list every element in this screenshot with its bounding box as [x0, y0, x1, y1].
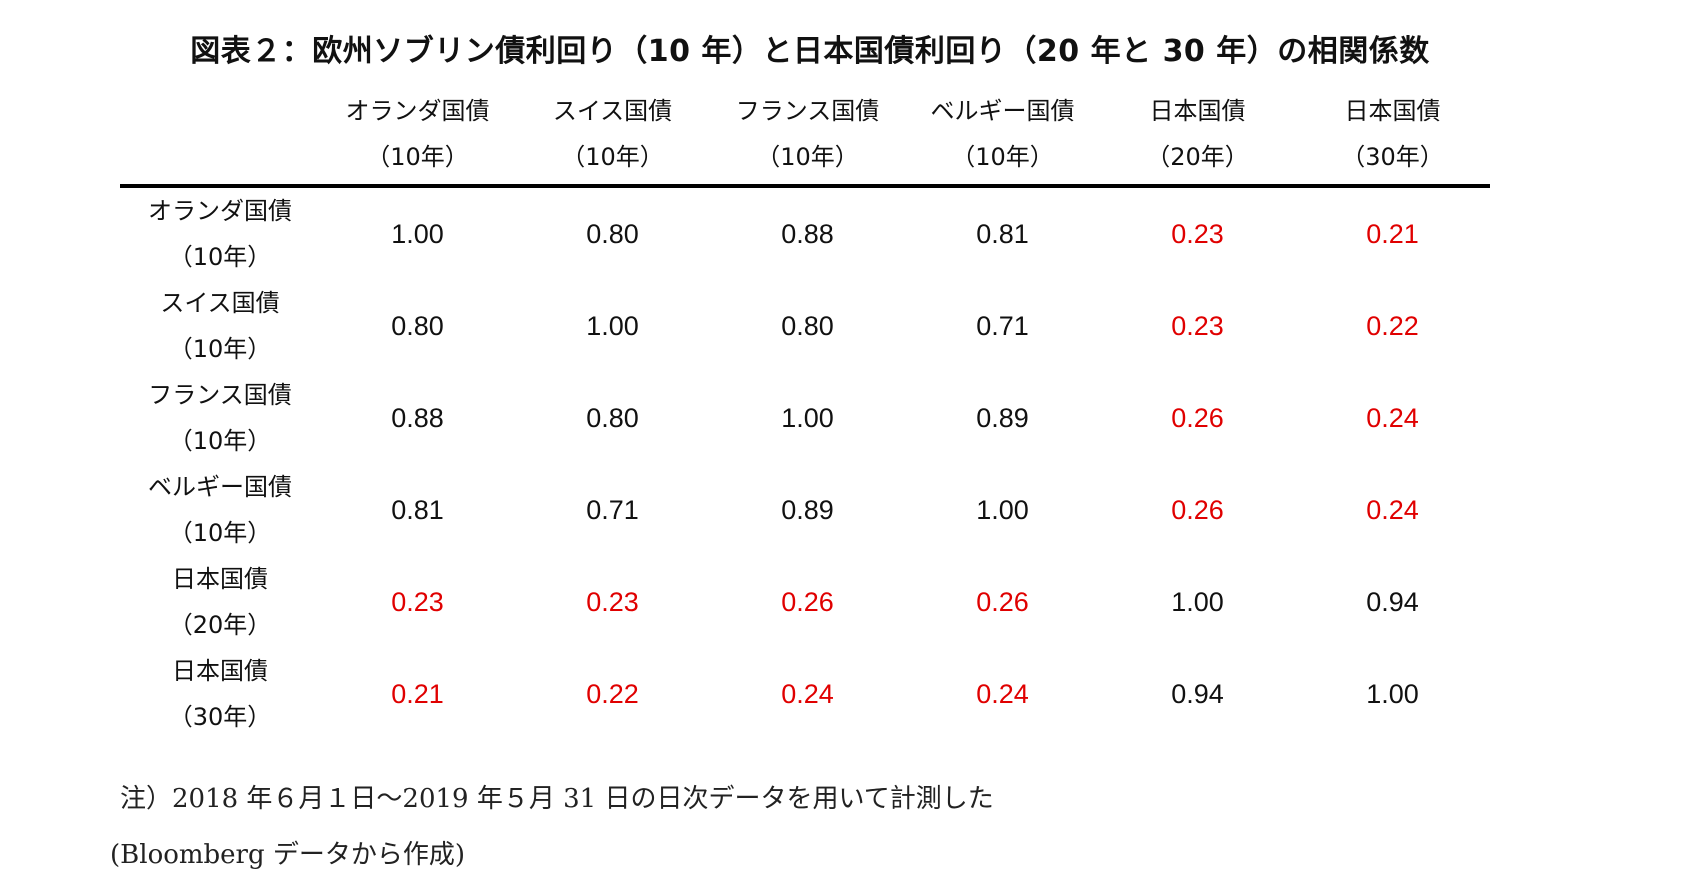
table-corner [120, 88, 320, 182]
column-header-name: ベルギー国債 [930, 97, 1075, 125]
header-divider [120, 184, 1490, 188]
table-cell: 1.00 [1171, 586, 1224, 617]
footnote: 注）2018 年６月１日～2019 年５月 31 日の日次データを用いて計測した [120, 784, 994, 814]
column-header-switzerland: スイス国債 （10年） [515, 88, 710, 182]
table-cell-highlight: 0.23 [1171, 310, 1224, 341]
table-cell-highlight: 0.26 [1171, 494, 1224, 525]
row-header-term: （20年） [168, 611, 272, 639]
table-cell: 0.88 [781, 218, 834, 249]
source-note: (Bloomberg データから作成) [110, 840, 466, 870]
table-cell-highlight: 0.24 [1366, 494, 1419, 525]
table-cell-highlight: 0.23 [1171, 218, 1224, 249]
table-cell: 0.80 [781, 310, 834, 341]
row-header-name: ベルギー国債 [148, 473, 292, 501]
table-cell: 0.71 [976, 310, 1029, 341]
table-cell: 0.94 [1366, 586, 1419, 617]
table-row: 日本国債 （20年） 0.23 0.23 0.26 0.26 1.00 0.94 [120, 556, 1490, 648]
table-cell: 1.00 [976, 494, 1029, 525]
column-header-name: 日本国債 [1149, 97, 1246, 125]
table-cell-highlight: 0.24 [976, 678, 1029, 709]
table-row: フランス国債 （10年） 0.88 0.80 1.00 0.89 0.26 0.… [120, 372, 1490, 464]
column-header-term: （10年） [366, 143, 469, 171]
row-header-term: （30年） [168, 703, 272, 731]
row-header-japan-30y: 日本国債 （30年） [120, 648, 320, 740]
row-header-name: 日本国債 [172, 565, 268, 593]
row-header-netherlands: オランダ国債 （10年） [120, 188, 320, 280]
column-header-japan-20y: 日本国債 （20年） [1100, 88, 1295, 182]
column-header-term: （10年） [756, 143, 859, 171]
column-header-term: （30年） [1341, 143, 1444, 171]
table-cell-highlight: 0.22 [1366, 310, 1419, 341]
table-cell-highlight: 0.26 [976, 586, 1029, 617]
table-row: スイス国債 （10年） 0.80 1.00 0.80 0.71 0.23 0.2… [120, 280, 1490, 372]
row-header-name: フランス国債 [148, 381, 292, 409]
column-header-belgium: ベルギー国債 （10年） [905, 88, 1100, 182]
table-cell: 0.81 [391, 494, 444, 525]
column-header-term: （10年） [951, 143, 1054, 171]
row-header-switzerland: スイス国債 （10年） [120, 280, 320, 372]
row-header-term: （10年） [168, 519, 272, 547]
column-header-name: 日本国債 [1344, 97, 1441, 125]
column-header-name: フランス国債 [735, 97, 880, 125]
table-cell-highlight: 0.24 [781, 678, 834, 709]
column-header-term: （10年） [561, 143, 664, 171]
row-header-belgium: ベルギー国債 （10年） [120, 464, 320, 556]
table-cell: 0.88 [391, 402, 444, 433]
table-cell: 1.00 [586, 310, 639, 341]
table-cell: 1.00 [391, 218, 444, 249]
table-cell: 0.80 [391, 310, 444, 341]
table-row: ベルギー国債 （10年） 0.81 0.71 0.89 1.00 0.26 0.… [120, 464, 1490, 556]
table-cell: 1.00 [781, 402, 834, 433]
table-cell: 0.89 [781, 494, 834, 525]
document-title: 図表２：欧州ソブリン債利回り（10 年）と日本国債利回り（20 年と 30 年）… [190, 34, 1430, 69]
column-header-france: フランス国債 （10年） [710, 88, 905, 182]
column-header-netherlands: オランダ国債 （10年） [320, 88, 515, 182]
row-header-france: フランス国債 （10年） [120, 372, 320, 464]
table-cell-highlight: 0.26 [1171, 402, 1224, 433]
table-cell-highlight: 0.21 [1366, 218, 1419, 249]
row-header-japan-20y: 日本国債 （20年） [120, 556, 320, 648]
column-header-name: スイス国債 [552, 97, 673, 125]
table-cell: 0.89 [976, 402, 1029, 433]
table-cell: 0.81 [976, 218, 1029, 249]
correlation-table: オランダ国債 （10年） スイス国債 （10年） フランス国債 （10年） ベル… [120, 88, 1490, 740]
table-header-row: オランダ国債 （10年） スイス国債 （10年） フランス国債 （10年） ベル… [120, 88, 1490, 182]
table-cell-highlight: 0.23 [391, 586, 444, 617]
table-cell-highlight: 0.26 [781, 586, 834, 617]
row-header-name: 日本国債 [172, 657, 268, 685]
row-header-name: スイス国債 [160, 289, 280, 317]
row-header-name: オランダ国債 [148, 197, 292, 225]
table-cell: 1.00 [1366, 678, 1419, 709]
table-cell: 0.71 [586, 494, 639, 525]
row-header-term: （10年） [168, 335, 272, 363]
table-cell-highlight: 0.24 [1366, 402, 1419, 433]
row-header-term: （10年） [168, 243, 272, 271]
table-cell-highlight: 0.23 [586, 586, 639, 617]
table-cell: 0.94 [1171, 678, 1224, 709]
column-header-name: オランダ国債 [345, 97, 490, 125]
table-cell-highlight: 0.22 [586, 678, 639, 709]
column-header-term: （20年） [1146, 143, 1249, 171]
column-header-japan-30y: 日本国債 （30年） [1295, 88, 1490, 182]
table-cell: 0.80 [586, 402, 639, 433]
row-header-term: （10年） [168, 427, 272, 455]
table-cell-highlight: 0.21 [391, 678, 444, 709]
table-cell: 0.80 [586, 218, 639, 249]
table-row: オランダ国債 （10年） 1.00 0.80 0.88 0.81 0.23 0.… [120, 188, 1490, 280]
table-row: 日本国債 （30年） 0.21 0.22 0.24 0.24 0.94 1.00 [120, 648, 1490, 740]
